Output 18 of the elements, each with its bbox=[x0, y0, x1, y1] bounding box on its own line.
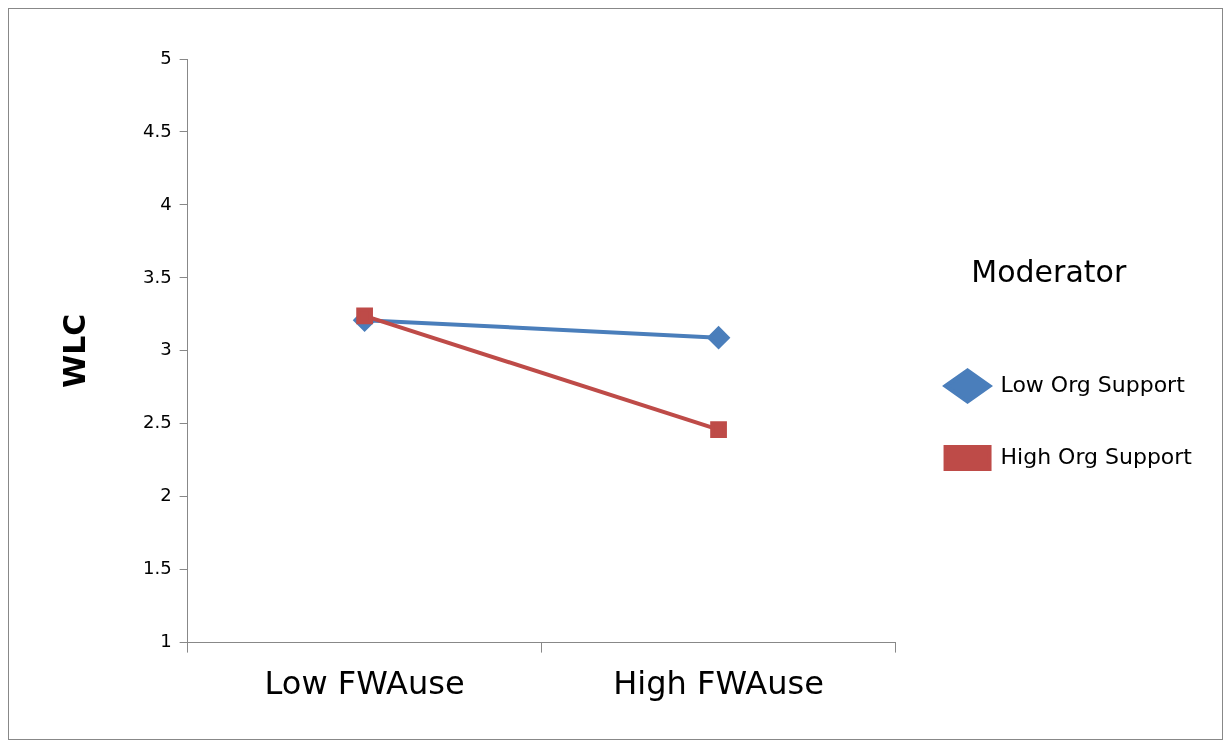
legend-label: High Org Support bbox=[1000, 443, 1193, 469]
y-tick-label: 4 bbox=[160, 192, 172, 214]
legend-label: Low Org Support bbox=[1000, 371, 1186, 397]
y-tick-label: 1 bbox=[160, 630, 172, 652]
y-tick-label: 1.5 bbox=[142, 557, 172, 579]
y-tick-label: 2 bbox=[160, 484, 172, 506]
y-tick-label: 3.5 bbox=[142, 265, 172, 287]
point bbox=[707, 326, 730, 349]
x-tick-label: Low FWAuse bbox=[264, 664, 465, 703]
y-tick-label: 4.5 bbox=[142, 119, 172, 141]
point bbox=[710, 421, 727, 438]
x-tick-label: High FWAuse bbox=[613, 664, 824, 703]
y-axis-title: WLC bbox=[56, 313, 92, 388]
y-tick-label: 5 bbox=[160, 46, 172, 68]
legend-title: Moderator bbox=[971, 253, 1127, 289]
y-tick-label: 2.5 bbox=[142, 411, 172, 433]
y-tick-label: 3 bbox=[160, 338, 172, 360]
point bbox=[356, 307, 373, 325]
